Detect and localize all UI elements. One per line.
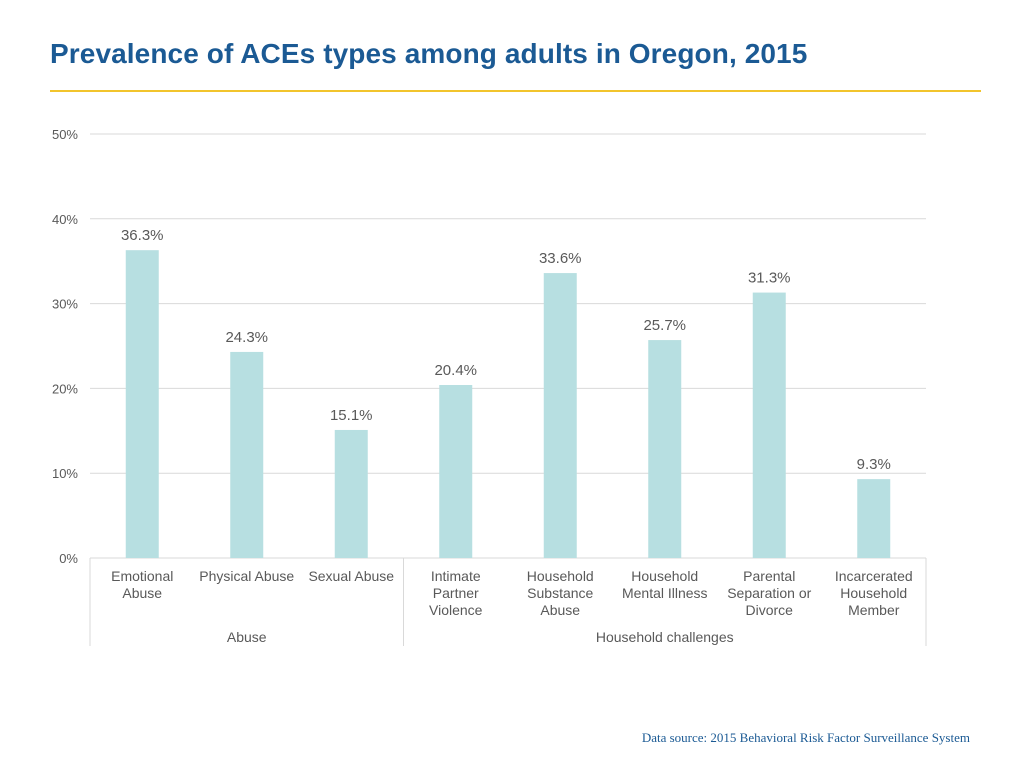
group-label: Abuse — [227, 629, 267, 645]
bar — [230, 351, 264, 558]
x-category-label: Incarcerated — [835, 568, 913, 584]
x-category-label: Household — [840, 585, 907, 601]
y-tick-label: 40% — [52, 212, 78, 227]
y-tick-label: 10% — [52, 466, 78, 481]
x-category-label: Substance — [527, 585, 593, 601]
bar-chart: 0%10%20%30%40%50%36.3%EmotionalAbuse24.3… — [52, 127, 927, 646]
bar — [752, 292, 786, 558]
x-category-label: Partner — [433, 585, 479, 601]
y-tick-label: 20% — [52, 381, 78, 396]
x-category-label: Household — [527, 568, 594, 584]
title-underline — [50, 90, 981, 92]
y-tick-label: 50% — [52, 127, 78, 142]
x-category-label: Abuse — [540, 602, 580, 618]
x-category-label: Abuse — [122, 585, 162, 601]
bar — [334, 429, 368, 558]
data-label: 24.3% — [225, 329, 268, 346]
x-category-label: Divorce — [746, 602, 794, 618]
x-category-label: Parental — [743, 568, 795, 584]
bar — [857, 479, 891, 558]
x-category-label: Sexual Abuse — [308, 568, 394, 584]
data-label: 9.3% — [857, 456, 891, 473]
x-category-label: Member — [848, 602, 900, 618]
page-title: Prevalence of ACEs types among adults in… — [50, 38, 808, 69]
bar — [439, 385, 473, 558]
data-source-note: Data source: 2015 Behavioral Risk Factor… — [641, 730, 970, 745]
y-tick-label: 30% — [52, 297, 78, 312]
bar — [543, 273, 577, 558]
x-category-label: Emotional — [111, 568, 173, 584]
x-category-label: Mental Illness — [622, 585, 708, 601]
x-category-label: Physical Abuse — [199, 568, 294, 584]
data-label: 25.7% — [643, 317, 686, 334]
x-category-label: Violence — [429, 602, 483, 618]
data-label: 20.4% — [434, 362, 477, 379]
data-label: 15.1% — [330, 407, 373, 424]
y-tick-label: 0% — [59, 551, 78, 566]
data-label: 36.3% — [121, 227, 164, 244]
data-label: 33.6% — [539, 250, 582, 267]
x-category-label: Intimate — [431, 568, 481, 584]
x-category-label: Household — [631, 568, 698, 584]
group-label: Household challenges — [596, 629, 734, 645]
bar — [125, 250, 159, 558]
x-category-label: Separation or — [727, 585, 811, 601]
bar — [648, 340, 682, 558]
data-label: 31.3% — [748, 270, 791, 287]
